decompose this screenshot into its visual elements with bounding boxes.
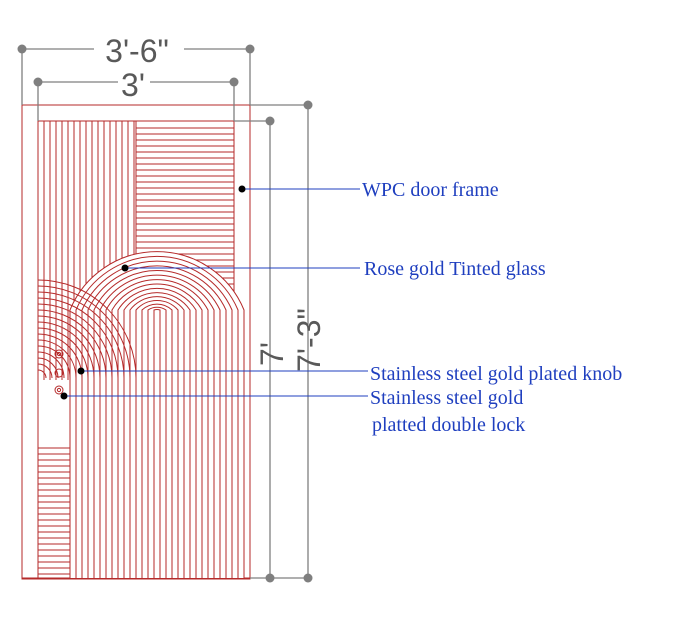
- glass-callout-dot: [121, 264, 129, 272]
- bottom-arc-ring: [37, 363, 53, 379]
- bottom-arc-ring: [37, 369, 47, 379]
- knob-icon-inner: [56, 351, 62, 357]
- door-height-label: 7': [254, 342, 290, 366]
- dimension-text-mask: [94, 32, 184, 66]
- lock-label-line2: platted double lock: [372, 414, 525, 436]
- dimension-dot: [245, 44, 255, 54]
- frame-label: WPC door frame: [362, 179, 499, 201]
- lock-hardware: [54, 349, 64, 395]
- bottom-arc-ring: [37, 303, 113, 379]
- door-width-label: 3': [121, 67, 145, 103]
- bottom-arc-ring: [37, 309, 107, 379]
- callout-labels: WPC door frame Rose gold Tinted glass St…: [362, 179, 622, 436]
- bottom-arc-ring: [37, 321, 95, 379]
- dimension-dot: [303, 573, 313, 583]
- overall-width-label: 3'-6": [105, 33, 169, 69]
- bottom-arc-ring: [37, 345, 71, 379]
- door-elevation: [21, 104, 251, 580]
- bottom-arc-ring: [37, 279, 137, 379]
- knob-label: Stainless steel gold plated knob: [370, 363, 622, 385]
- callout-leaders: [64, 188, 368, 397]
- lock-icon-lower-inner: [56, 387, 62, 393]
- knob-callout-dot: [77, 367, 85, 375]
- callout-dots: [60, 185, 246, 400]
- dimension-dot: [265, 116, 275, 126]
- bottom-arc-ring: [37, 285, 131, 379]
- bottom-arc-ring: [37, 297, 119, 379]
- glass-arc-ring: [153, 309, 161, 578]
- frame-callout-dot: [238, 185, 246, 193]
- rose-gold-glass-arc-pattern: [69, 251, 245, 578]
- lock-icon-upper: [54, 368, 64, 378]
- bottom-arc-ring: [37, 327, 89, 379]
- dimension-dot: [17, 44, 27, 54]
- dimension-dot: [229, 77, 239, 87]
- bottom-arc-ring: [37, 357, 59, 379]
- knob-icon: [54, 349, 64, 359]
- dimension-text-mask: [118, 68, 150, 98]
- bottom-arc-ring: [37, 315, 101, 379]
- bottom-arc-ring: [37, 339, 77, 379]
- lock-callout-dot: [60, 392, 68, 400]
- dimension-endpoints: [17, 44, 313, 583]
- glass-label: Rose gold Tinted glass: [364, 258, 546, 280]
- bottom-arc-ring: [37, 291, 125, 379]
- dimension-dot: [33, 77, 43, 87]
- dimension-dot: [265, 573, 275, 583]
- overall-height-label: 7'-3": [291, 308, 327, 372]
- dimension-dot: [303, 100, 313, 110]
- lock-label-line1: Stainless steel gold: [370, 387, 523, 409]
- lock-icon-lower: [54, 385, 64, 395]
- bottom-arc-pattern: [37, 279, 137, 379]
- bottom-arc-ring: [37, 351, 65, 379]
